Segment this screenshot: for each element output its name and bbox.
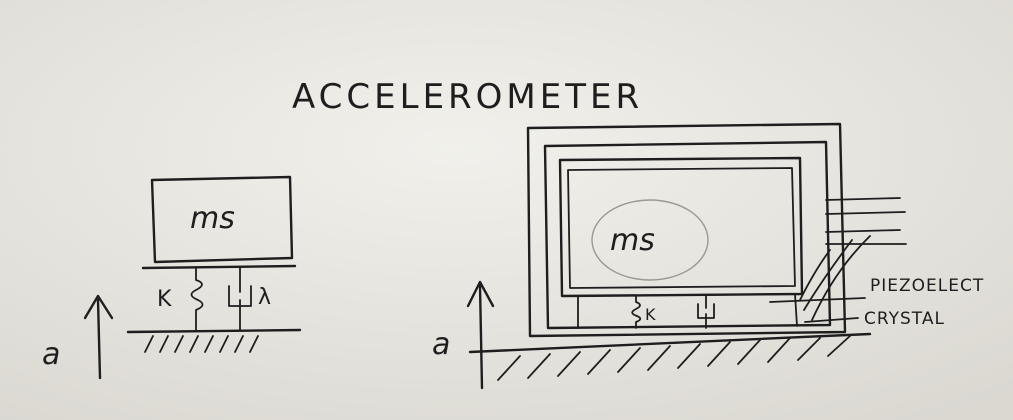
damper-icon-right xyxy=(697,295,715,329)
spring-label-right: K xyxy=(645,305,656,324)
seismic-mass-inner-outline xyxy=(567,167,796,289)
piezoelectric-accelerometer: ms K PIEZOELECT CRYSTAL a xyxy=(432,122,984,390)
callout-pointer xyxy=(769,297,866,323)
spring-label: K xyxy=(157,287,172,312)
callout-crystal: CRYSTAL xyxy=(864,309,945,329)
wire-leads xyxy=(799,235,871,321)
spring-icon-right xyxy=(631,295,642,329)
ground-line-right xyxy=(468,332,872,354)
diagram-title: ACCELEROMETER xyxy=(292,77,643,117)
output-wires xyxy=(825,197,907,245)
callout-piezoelectric: PIEZOELECT xyxy=(870,276,984,296)
crystal-side-walls xyxy=(577,293,798,329)
damper-label: λ xyxy=(258,285,271,310)
ground-line xyxy=(126,328,302,334)
ground-hatching xyxy=(144,335,259,353)
outer-housing xyxy=(526,122,847,338)
inner-housing xyxy=(543,140,832,330)
acceleration-label: a xyxy=(42,337,60,372)
acceleration-arrow-icon xyxy=(83,294,114,380)
mass-label: ms xyxy=(190,201,235,236)
mass-label-right: ms xyxy=(610,223,655,258)
spring-icon xyxy=(190,267,204,331)
acceleration-arrow-icon-right xyxy=(466,280,495,390)
simple-accelerometer-model: ms K λ a xyxy=(42,175,302,380)
crystal-layer-top xyxy=(561,293,803,297)
mass-highlight-ellipse xyxy=(591,199,709,281)
acceleration-label-right: a xyxy=(432,327,450,362)
ground-hatching-right xyxy=(497,335,851,381)
mass-base-line xyxy=(141,264,297,270)
damper-icon xyxy=(228,267,252,331)
seismic-mass-box xyxy=(150,175,294,264)
